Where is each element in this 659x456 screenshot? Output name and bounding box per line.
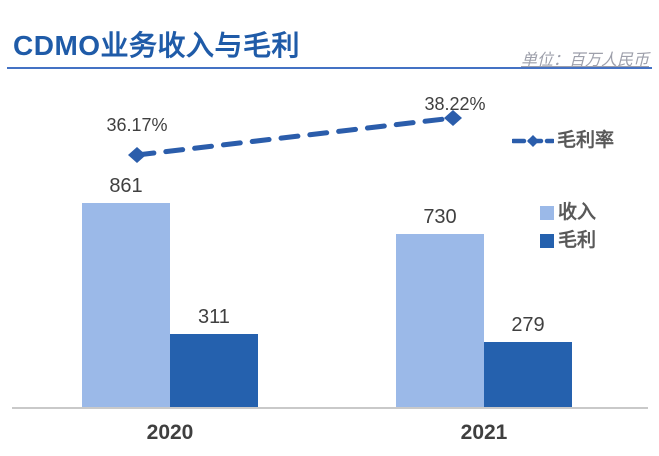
- bar-value-label: 861: [109, 175, 143, 197]
- page-title: CDMO业务收入与毛利: [13, 30, 301, 61]
- profit-bar-2021: [484, 342, 572, 408]
- data-point-marker-2020: [128, 147, 146, 163]
- bar-value-label: 279: [511, 314, 545, 336]
- bar-value-label: 311: [198, 306, 230, 328]
- revenue-swatch-icon: [540, 205, 554, 220]
- revenue-bar-2021: [396, 234, 484, 408]
- x-axis-label-2021: 2021: [460, 421, 508, 444]
- x-axis-label-2020: 2020: [146, 421, 194, 444]
- bar-2021-revenue: 730: [396, 207, 484, 408]
- bar-value-label: 730: [423, 206, 457, 228]
- x-axis-line: [12, 407, 648, 409]
- legend-label-margin-rate: 毛利率: [557, 130, 615, 151]
- legend-diamond-icon: [527, 134, 539, 147]
- legend-label-profit: 毛利: [558, 230, 597, 251]
- legend-item-margin-rate: 毛利率: [512, 131, 614, 150]
- legend-bars: 收入 毛利: [540, 203, 596, 250]
- legend-item-revenue: 收入: [540, 203, 596, 222]
- profit-bar-2020: [170, 334, 258, 408]
- revenue-bar-2020: [82, 203, 170, 408]
- legend-line-symbol: [512, 134, 554, 147]
- bar-2021-profit: 279: [484, 315, 572, 408]
- margin-rate-label-2021: 38.22%: [424, 94, 486, 114]
- bar-2020-profit: 311: [170, 307, 258, 408]
- legend-label-revenue: 收入: [558, 202, 597, 223]
- profit-swatch-icon: [540, 233, 554, 248]
- unit-note: 单位：百万人民币: [520, 52, 649, 69]
- margin-rate-label-2020: 36.17%: [106, 115, 168, 135]
- legend-item-profit: 毛利: [540, 231, 596, 250]
- title-underline-rule: [7, 67, 652, 69]
- bar-2020-revenue: 861: [82, 176, 170, 408]
